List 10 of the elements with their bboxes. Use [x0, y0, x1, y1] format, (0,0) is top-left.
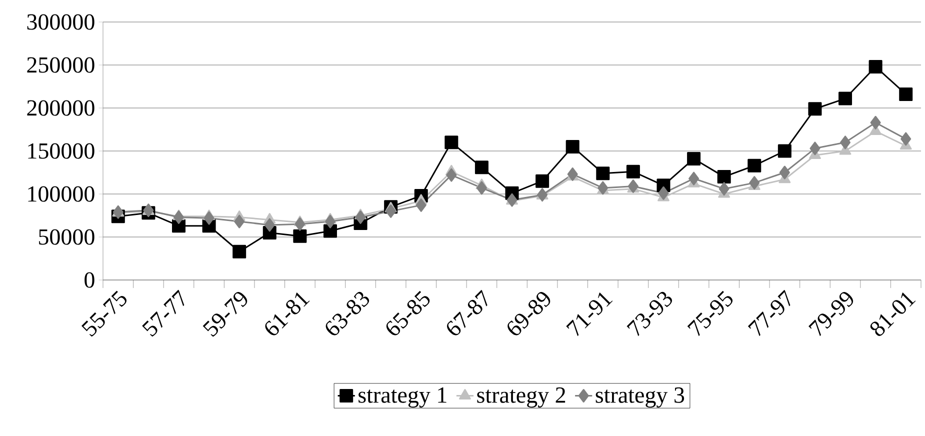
- legend-label: strategy 1: [358, 387, 446, 408]
- legend-label: strategy 3: [596, 387, 684, 408]
- y-tick-label: 200000: [27, 100, 94, 116]
- y-tick-label: 300000: [27, 14, 94, 30]
- y-tick-label: 50000: [39, 229, 94, 245]
- y-tick-label: 0: [84, 272, 94, 288]
- y-tick-label: 150000: [28, 143, 94, 159]
- legend-label: strategy 2: [477, 387, 566, 408]
- y-tick-label: 250000: [27, 57, 94, 73]
- y-tick-label: 100000: [28, 186, 94, 202]
